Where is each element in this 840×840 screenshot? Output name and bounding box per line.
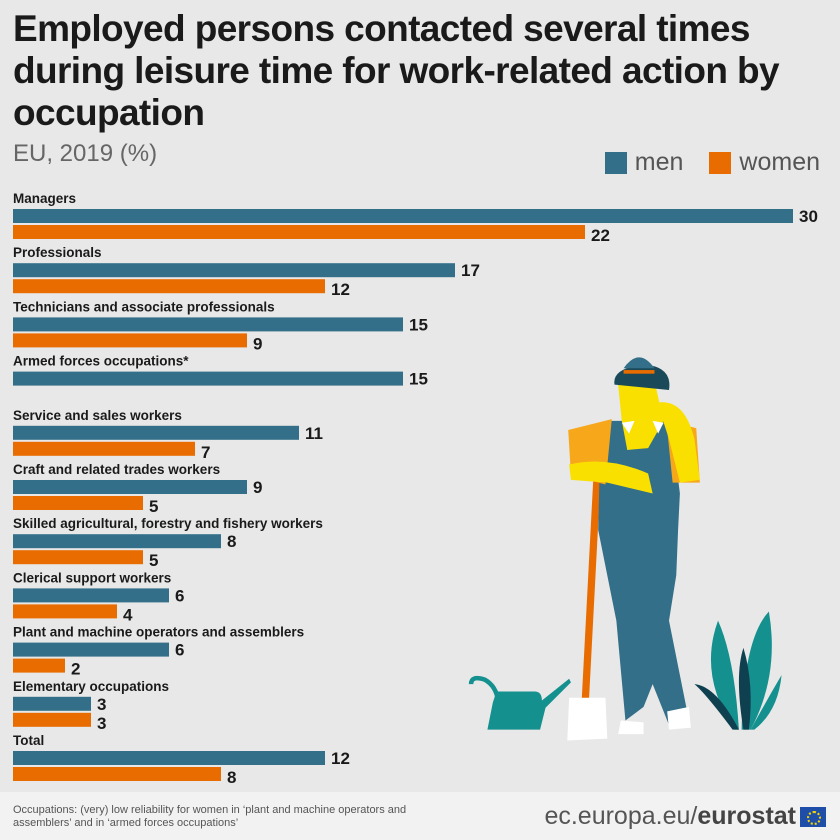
data-label-men: 30 bbox=[799, 207, 818, 226]
data-label-women: 5 bbox=[149, 551, 158, 570]
eu-flag-icon bbox=[800, 806, 826, 827]
bar-men bbox=[13, 371, 403, 386]
data-label-men: 17 bbox=[461, 261, 480, 280]
category-label: Professionals bbox=[13, 245, 102, 260]
data-label-men: 15 bbox=[409, 315, 428, 334]
bar-men bbox=[13, 425, 299, 440]
bar-chart: Managers 30 22 Professionals 17 12 Technicians… bbox=[13, 191, 818, 787]
chart-title: Employed persons contacted several times… bbox=[13, 8, 780, 133]
legend-item-women: women bbox=[709, 148, 820, 177]
bar-women bbox=[13, 496, 143, 510]
category-label: Clerical support workers bbox=[13, 570, 171, 585]
footer bbox=[0, 792, 840, 840]
legend-swatch-women bbox=[709, 151, 732, 174]
category-label: Craft and related trades workers bbox=[13, 462, 220, 477]
bar-women bbox=[13, 658, 65, 673]
bar-men bbox=[13, 751, 325, 765]
category-label: Skilled agricultural, forestry and fishe… bbox=[13, 516, 323, 531]
data-label-men: 6 bbox=[175, 641, 184, 660]
farmer-figure bbox=[568, 357, 700, 735]
bar-men bbox=[13, 263, 455, 278]
category-label: Plant and machine operators and assemble… bbox=[13, 625, 304, 640]
bar-men bbox=[13, 696, 91, 711]
shovel-icon bbox=[567, 475, 608, 741]
data-label-women: 9 bbox=[253, 334, 262, 353]
data-label-men: 6 bbox=[175, 586, 184, 605]
chart-subtitle: EU, 2019 (%) bbox=[13, 140, 158, 167]
data-label-men: 11 bbox=[305, 424, 323, 443]
bar-men bbox=[13, 534, 221, 549]
category-label: Elementary occupations bbox=[13, 679, 169, 694]
bar-men bbox=[13, 588, 169, 603]
data-label-men: 3 bbox=[97, 695, 106, 714]
data-label-men: 8 bbox=[227, 532, 236, 551]
bar-women bbox=[13, 225, 585, 239]
category-label: Total bbox=[13, 733, 44, 748]
data-label-men: 9 bbox=[253, 478, 262, 497]
data-label-women: 4 bbox=[123, 605, 133, 624]
data-label-women: 12 bbox=[331, 280, 350, 299]
category-label: Technicians and associate professionals bbox=[13, 299, 275, 314]
bar-men bbox=[13, 209, 793, 223]
data-label-men: 12 bbox=[331, 749, 350, 768]
category-label: Armed forces occupations* bbox=[13, 354, 189, 369]
bar-men bbox=[13, 317, 403, 332]
data-label-men: 15 bbox=[409, 370, 428, 389]
watering-can-icon bbox=[468, 675, 571, 730]
category-label: Managers bbox=[13, 191, 76, 206]
data-label-women: 3 bbox=[97, 714, 106, 733]
legend-label-women: women bbox=[739, 148, 820, 176]
data-label-women: 7 bbox=[201, 443, 210, 462]
bar-women bbox=[13, 604, 117, 619]
data-label-women: 5 bbox=[149, 497, 158, 516]
brand-prefix: ec.europa.eu/ bbox=[544, 802, 698, 830]
footnote: Occupations: (very) low reliability for … bbox=[13, 804, 407, 829]
bar-women bbox=[13, 767, 221, 781]
category-label: Service and sales workers bbox=[13, 408, 182, 423]
bar-women bbox=[13, 441, 195, 456]
data-label-women: 2 bbox=[71, 660, 80, 679]
bar-women bbox=[13, 279, 325, 294]
legend-item-men: men bbox=[604, 148, 684, 177]
brand-name: eurostat bbox=[697, 802, 796, 830]
plant-icon bbox=[694, 611, 782, 730]
legend-label-men: men bbox=[634, 148, 684, 176]
bar-women bbox=[13, 333, 247, 348]
data-label-women: 22 bbox=[591, 226, 610, 245]
legend: men women bbox=[579, 148, 820, 177]
bar-men bbox=[13, 642, 169, 657]
bar-women bbox=[13, 712, 91, 727]
eurostat-brand[interactable]: ec.europa.eu/eurostat bbox=[544, 802, 826, 831]
legend-swatch-men bbox=[604, 151, 627, 174]
data-label-women: 8 bbox=[227, 768, 236, 787]
bar-women bbox=[13, 550, 143, 565]
farmer-illustration bbox=[468, 357, 782, 741]
bar-men bbox=[13, 480, 247, 494]
